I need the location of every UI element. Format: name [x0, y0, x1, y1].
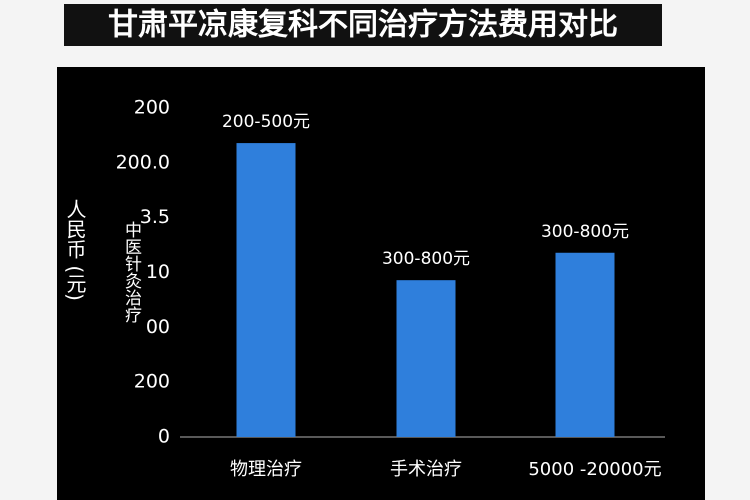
- value-label: 300-800元: [382, 249, 470, 269]
- y-tick-label: 0: [158, 426, 170, 448]
- title-box: [64, 4, 662, 46]
- y-tick-label: 3.5: [140, 206, 170, 228]
- bar: [555, 252, 615, 437]
- y-tick-label: 200: [134, 97, 170, 119]
- x-tick-label: 5000 -20000元: [528, 459, 661, 480]
- y-axis-label: 人民币 (元): [63, 199, 87, 301]
- bar: [236, 143, 296, 438]
- annotation: 中医针灸治疗: [121, 221, 142, 324]
- x-tick-label: 手术治疗: [390, 459, 462, 480]
- y-tick-label: 10: [146, 261, 170, 283]
- chart-title: 甘肃平凉康复科不同治疗方法费用对比: [108, 8, 618, 43]
- value-label: 300-800元: [541, 222, 629, 242]
- x-tick-label: 物理治疗: [230, 459, 302, 480]
- value-label: 200-500元: [222, 112, 310, 132]
- y-tick-label: 00: [146, 316, 170, 338]
- bar: [396, 280, 456, 437]
- y-tick-label: 200.0: [116, 151, 170, 173]
- y-tick-label: 200: [134, 371, 170, 393]
